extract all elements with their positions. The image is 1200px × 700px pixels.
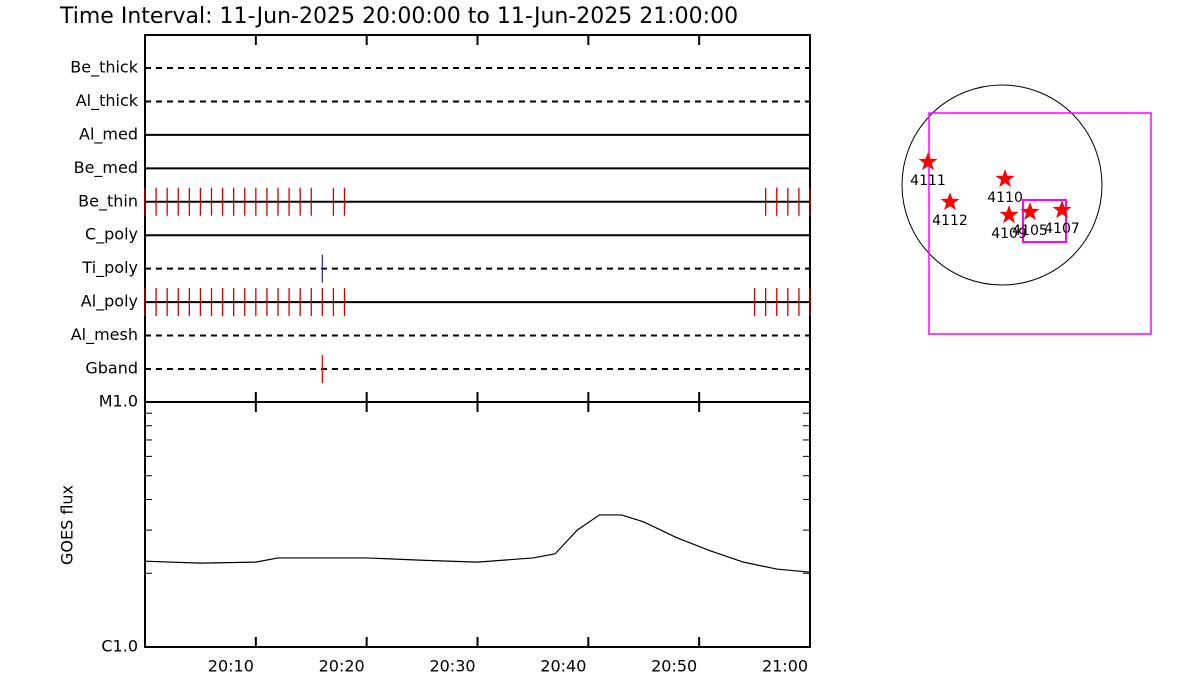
region-label: 4109 [991, 226, 1027, 242]
y-axis-label: GOES flux [58, 485, 77, 565]
x-tick-label: 20:20 [319, 657, 365, 676]
row-label: Al_poly [81, 292, 138, 312]
x-tick-label: 20:30 [429, 657, 475, 676]
region-star [940, 192, 960, 211]
row-label: C_poly [85, 225, 138, 245]
region-label: 4107 [1044, 221, 1080, 237]
row-label: Al_thick [76, 91, 139, 111]
row-label: Be_thin [78, 191, 138, 211]
region-star [995, 169, 1015, 188]
x-tick-label: 20:10 [208, 657, 254, 676]
row-label: Al_med [79, 124, 138, 144]
goes-frame [144, 401, 811, 648]
y-tick-label: C1.0 [101, 637, 138, 656]
fov-box [1022, 199, 1067, 243]
flux-line [144, 514, 811, 573]
region-star [918, 152, 938, 171]
y-tick-label: M1.0 [99, 392, 138, 411]
region-star [1052, 200, 1072, 219]
timeline-frame [144, 34, 811, 403]
row-label: Be_thick [70, 58, 138, 78]
solar-disk [901, 84, 1103, 286]
row-label: Al_mesh [71, 325, 138, 345]
region-label: 4112 [932, 213, 968, 229]
chart-title: Time Interval: 11-Jun-2025 20:00:00 to 1… [59, 4, 738, 29]
region-label: 4111 [910, 173, 946, 189]
x-tick-label: 20:50 [651, 657, 697, 676]
row-label: Ti_poly [81, 258, 138, 278]
region-star [1020, 202, 1040, 221]
x-tick-label: 20:40 [540, 657, 586, 676]
region-star [999, 205, 1019, 224]
x-tick-label: 21:00 [762, 657, 808, 676]
row-label: Be_med [74, 158, 138, 178]
fov-box [928, 112, 1152, 335]
region-label: 4105 [1012, 223, 1048, 239]
row-label: Gband [85, 358, 138, 377]
region-label: 4110 [987, 190, 1023, 206]
